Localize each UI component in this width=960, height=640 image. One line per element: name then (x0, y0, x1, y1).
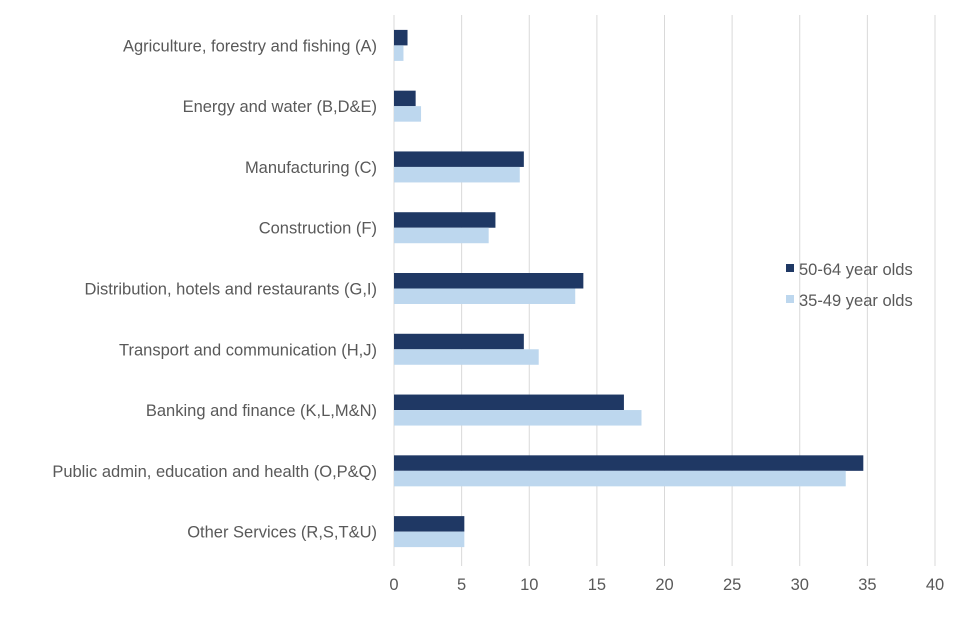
legend-label-35-49: 35-49 year olds (799, 292, 913, 310)
x-tick-label-15: 15 (588, 576, 606, 594)
x-tick-label-20: 20 (655, 576, 673, 594)
bar-35-49 (394, 106, 422, 122)
bar-50-64 (394, 394, 624, 411)
bar-50-64 (394, 333, 524, 350)
category-label: Energy and water (B,D&E) (183, 98, 377, 116)
x-tick-label-10: 10 (520, 576, 538, 594)
bar-50-64 (394, 151, 524, 167)
legend-swatch-50-64 (786, 264, 794, 272)
x-tick-label-40: 40 (926, 576, 944, 594)
category-label: Banking and finance (K,L,M&N) (146, 402, 377, 420)
x-tick-label-35: 35 (858, 576, 876, 594)
x-axis-tick-labels: 0 5 10 15 20 25 30 35 40 (389, 576, 944, 594)
category-labels: Agriculture, forestry and fishing (A) Ene… (52, 37, 377, 541)
bar-50-64 (394, 29, 408, 46)
legend-label-50-64: 50-64 year olds (799, 261, 913, 279)
x-tick-label-25: 25 (723, 576, 741, 594)
bar-35-49 (394, 531, 465, 548)
bar-35-49 (394, 227, 489, 244)
x-tick-label-5: 5 (457, 576, 466, 594)
category-label: Construction (F) (259, 220, 377, 238)
bar-35-49 (394, 288, 576, 304)
bar-35-49 (394, 45, 404, 61)
x-tick-label-30: 30 (791, 576, 809, 594)
x-tick-label-0: 0 (389, 576, 398, 594)
bar-50-64 (394, 455, 864, 471)
legend: 50-64 year olds 35-49 year olds (786, 261, 913, 310)
bars (394, 29, 864, 548)
bar-50-64 (394, 516, 465, 532)
bar-35-49 (394, 349, 539, 365)
bar-35-49 (394, 470, 846, 487)
category-label: Distribution, hotels and restaurants (G,… (84, 281, 377, 299)
category-label: Agriculture, forestry and fishing (A) (123, 37, 377, 55)
bar-35-49 (394, 410, 642, 426)
category-label: Public admin, education and health (O,P&… (52, 463, 377, 481)
bar-50-64 (394, 90, 416, 107)
category-label: Other Services (R,S,T&U) (187, 524, 377, 542)
category-label: Manufacturing (C) (245, 159, 377, 177)
bar-35-49 (394, 166, 520, 183)
category-label: Transport and communication (H,J) (119, 341, 377, 359)
bar-50-64 (394, 273, 584, 289)
gridlines (393, 15, 936, 566)
bar-50-64 (394, 212, 496, 228)
legend-swatch-35-49 (786, 295, 794, 303)
